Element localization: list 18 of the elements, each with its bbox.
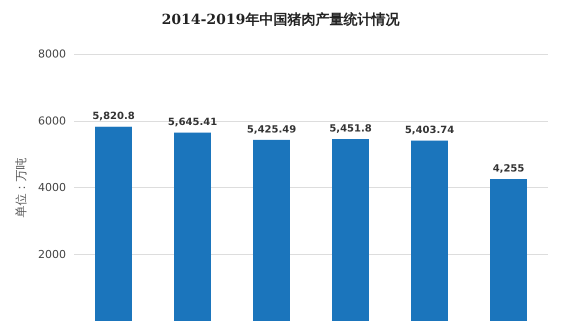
y-tick-label: 8000 (38, 48, 66, 60)
bar (332, 139, 369, 321)
data-label: 4,255 (492, 163, 524, 174)
data-label: 5,820.8 (92, 111, 135, 122)
data-label: 5,645.41 (168, 117, 218, 128)
y-tick-label: 6000 (38, 114, 66, 128)
y-axis-title: 单位：万吨 (14, 158, 28, 218)
data-label: 5,403.74 (404, 125, 454, 136)
bar (490, 178, 527, 321)
y-tick-label: 2000 (38, 248, 66, 261)
bar (174, 132, 211, 321)
bar (95, 126, 132, 321)
chart-title: 2014-2019年中国猪肉产量统计情况 (162, 11, 400, 28)
y-tick-label: 4000 (38, 181, 66, 194)
data-label: 5,451.8 (329, 124, 372, 135)
bar (411, 140, 448, 321)
data-label: 5,425.49 (246, 124, 296, 136)
bar (253, 140, 290, 321)
